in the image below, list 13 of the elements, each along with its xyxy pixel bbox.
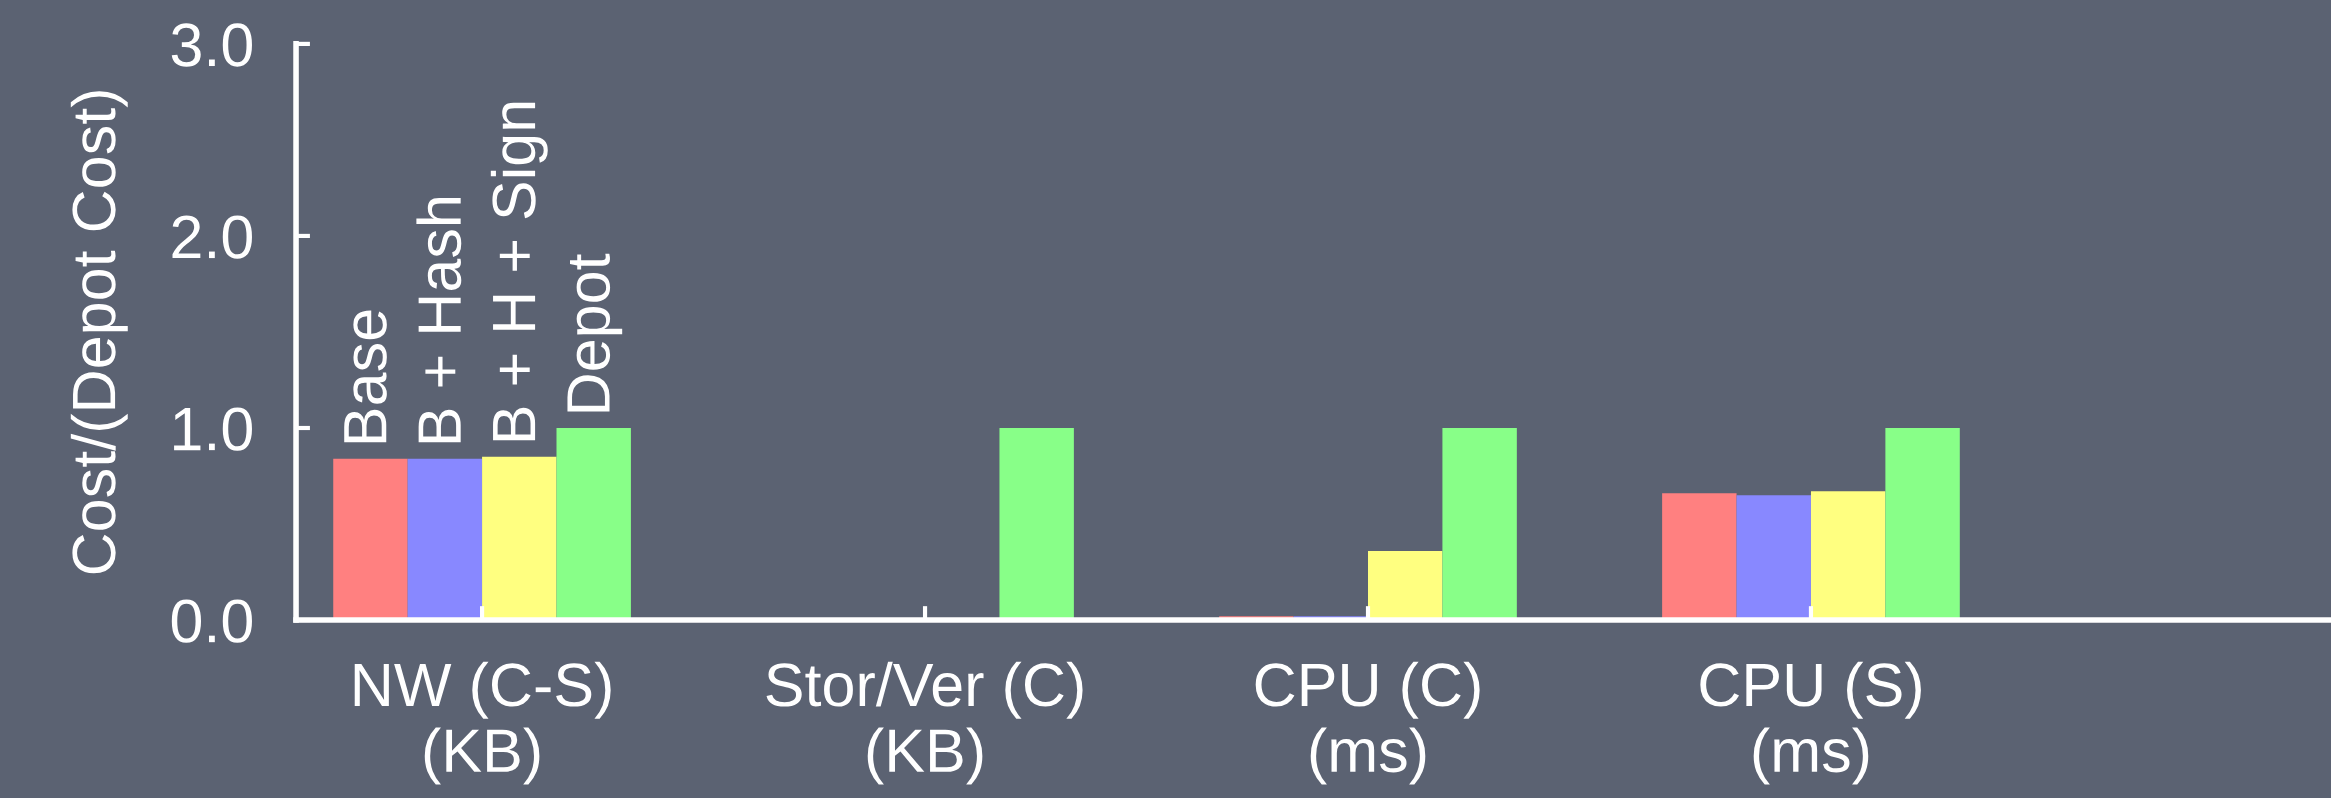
x-tick-label: CPU (S) (ms) [1700,661,1921,785]
text: B + Hash [416,198,462,443]
y-axis-title: Cost/(Depot Cost) [70,91,128,574]
text: B + H + Sign [490,102,548,441]
y-tick-label: 2.0 [172,215,252,259]
y-tick-label: 1.0 [174,407,252,451]
x-tick-label: CPU (C) (ms) [1255,661,1480,785]
x-tick-label: Stor/Ver (C) (KB) [766,661,1083,785]
x-tick-label: NW (C-S) (KB) [354,661,611,785]
y-tick-label: 0.0 [171,599,252,643]
text: Depot [567,253,623,412]
text: Base [344,310,387,443]
y-tick-label: 3.0 [171,23,252,67]
